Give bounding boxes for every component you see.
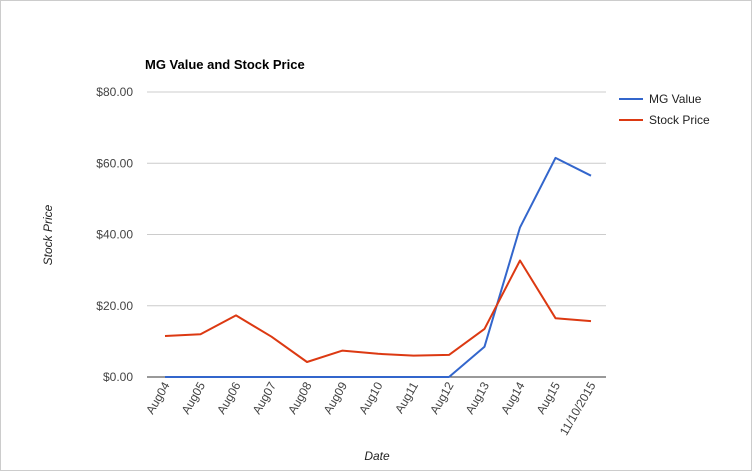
series-line-stock-price (164, 259, 592, 363)
chart-title: MG Value and Stock Price (145, 57, 305, 72)
x-axis-title: Date (364, 449, 390, 463)
y-tick-label: $60.00 (96, 156, 133, 170)
y-tick-label: $40.00 (96, 228, 133, 242)
y-axis-title: Stock Price (41, 204, 55, 265)
series-line-mg-value (165, 156, 592, 378)
legend: MG Value Stock Price (619, 92, 710, 127)
series-lines (164, 156, 592, 378)
legend-label: MG Value (649, 92, 702, 106)
y-tick-label: $0.00 (103, 370, 133, 384)
y-tick-label: $20.00 (96, 299, 133, 313)
legend-label: Stock Price (649, 113, 710, 127)
y-tick-label: $80.00 (96, 85, 133, 99)
y-axis-ticks: $0.00 $20.00 $40.00 $60.00 $80.00 (96, 85, 133, 384)
